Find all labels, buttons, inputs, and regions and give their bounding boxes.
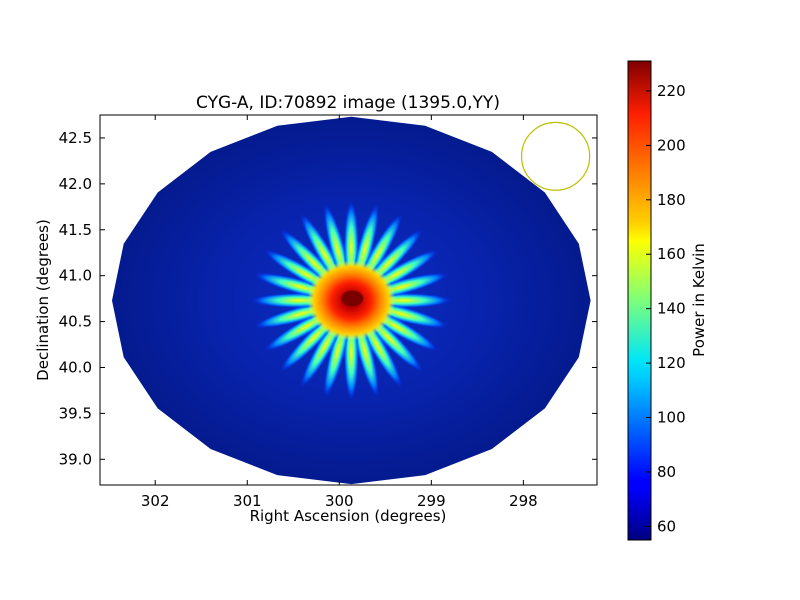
y-tick-label: 41.5 — [59, 221, 92, 239]
x-tick-label: 298 — [509, 492, 538, 510]
colorbar-tick-label: 200 — [657, 136, 686, 154]
colorbar-tick-label: 220 — [657, 82, 686, 100]
colorbar — [627, 60, 652, 541]
source-peak — [341, 290, 364, 307]
colorbar-tick-label: 80 — [657, 463, 676, 481]
x-axis-label: Right Ascension (degrees) — [250, 507, 447, 525]
plot-frame — [99, 114, 598, 486]
y-axis-label: Declination (degrees) — [34, 219, 52, 381]
colorbar-label: Power in Kelvin — [690, 243, 708, 357]
x-axis-ticks: 302 301 300 299 298 — [141, 115, 538, 510]
colorbar-tick-label: 160 — [657, 245, 686, 263]
colorbar-tick-label: 60 — [657, 517, 676, 535]
y-axis-ticks: 39.0 39.5 40.0 40.5 41.0 41.5 42.0 42.5 — [59, 129, 597, 468]
y-tick-label: 40.0 — [59, 358, 92, 376]
colorbar-tick-label: 100 — [657, 409, 686, 427]
colorbar-tick-label: 140 — [657, 300, 686, 318]
x-tick-label: 301 — [233, 492, 262, 510]
y-tick-label: 39.0 — [59, 450, 92, 468]
beam-circle — [520, 121, 591, 191]
y-tick-label: 42.0 — [59, 175, 92, 193]
chart-title: CYG-A, ID:70892 image (1395.0,YY) — [196, 93, 500, 113]
y-tick-label: 42.5 — [59, 129, 92, 147]
x-tick-label: 299 — [417, 492, 446, 510]
x-tick-label: 302 — [141, 492, 170, 510]
x-tick-label: 300 — [325, 492, 354, 510]
colorbar-tick-label: 180 — [657, 191, 686, 209]
y-tick-label: 40.5 — [59, 313, 92, 331]
y-tick-label: 39.5 — [59, 404, 92, 422]
y-tick-label: 41.0 — [59, 267, 92, 285]
colorbar-tick-label: 120 — [657, 354, 686, 372]
colorbar-ticks: 60 80 100 120 140 160 180 200 220 — [646, 82, 686, 535]
